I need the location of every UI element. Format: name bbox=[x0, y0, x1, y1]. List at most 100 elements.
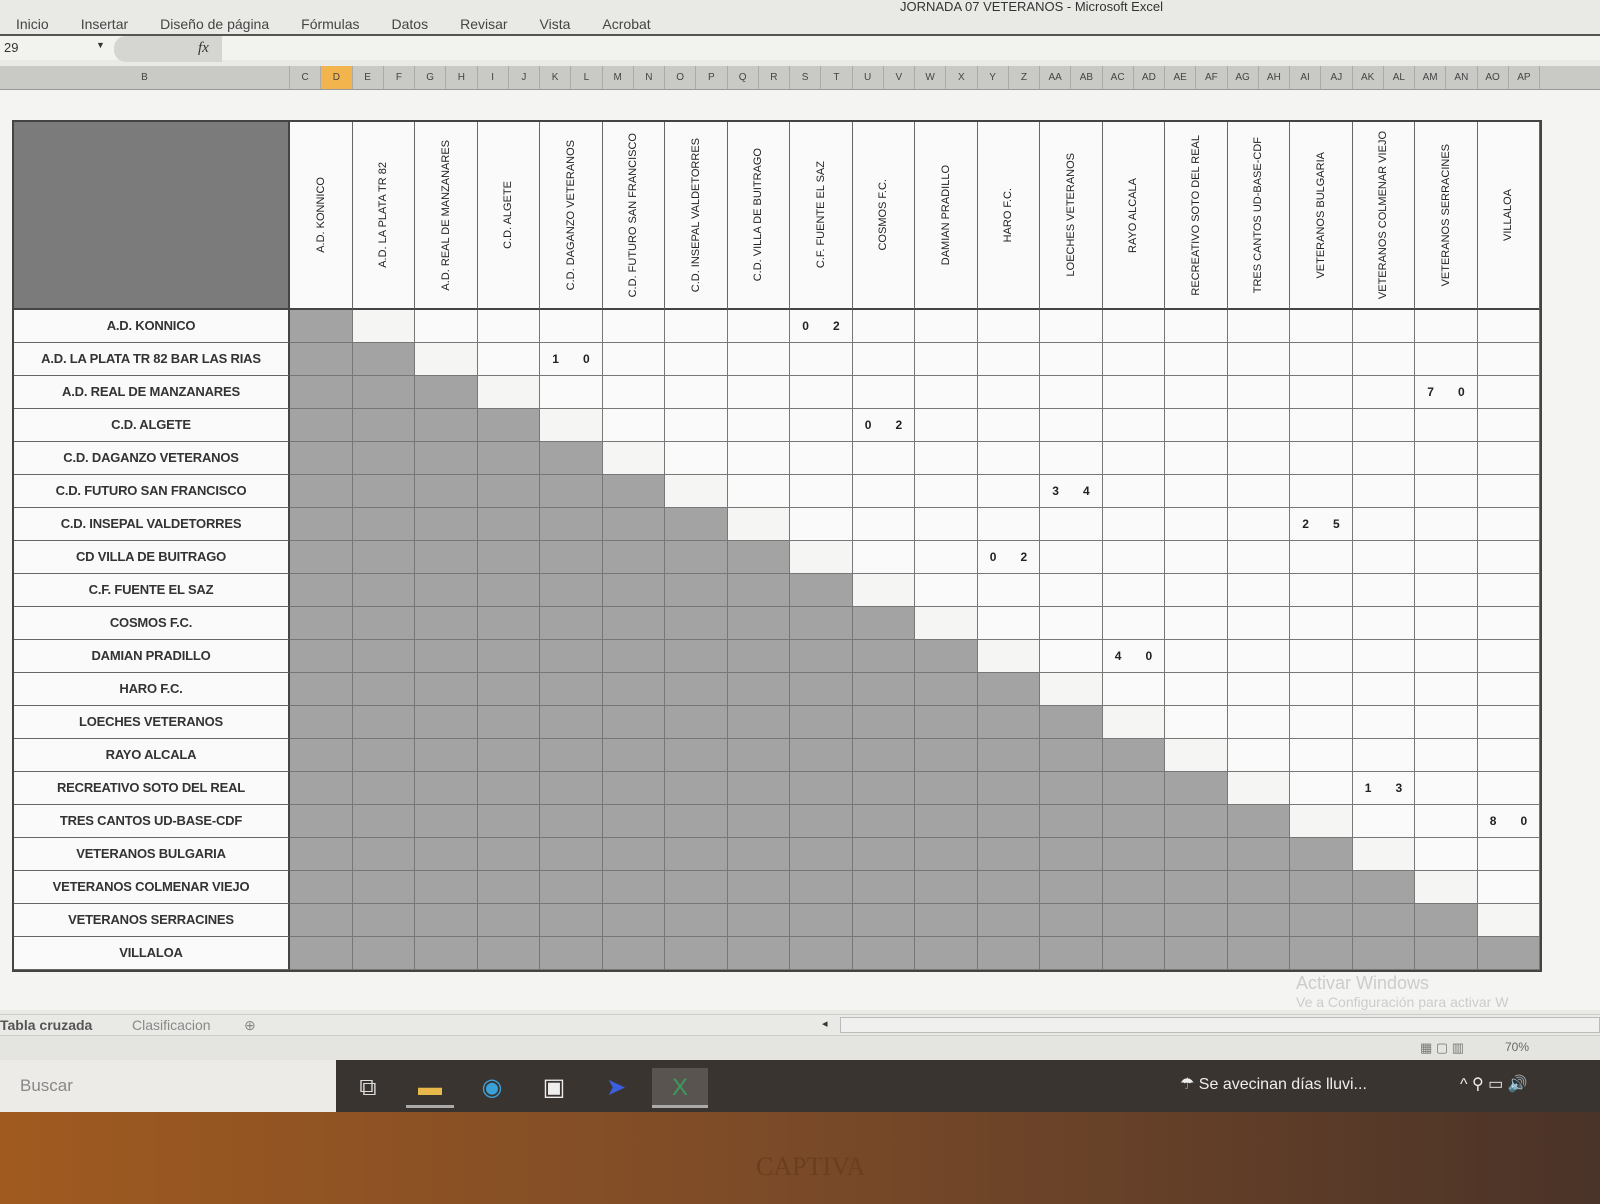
column-header-ap[interactable]: AP bbox=[1509, 66, 1540, 89]
cell[interactable] bbox=[1415, 640, 1447, 673]
cell[interactable] bbox=[446, 607, 478, 640]
cell[interactable] bbox=[1352, 508, 1384, 541]
cell[interactable] bbox=[508, 739, 540, 772]
cell[interactable] bbox=[1290, 904, 1322, 937]
cell[interactable] bbox=[321, 574, 353, 607]
cell[interactable] bbox=[1071, 640, 1103, 673]
cell[interactable] bbox=[352, 442, 384, 475]
team-column-header[interactable]: TRES CANTOS UD-BASE-CDF bbox=[1227, 122, 1290, 310]
cell[interactable] bbox=[883, 376, 915, 409]
cell[interactable] bbox=[415, 574, 447, 607]
cell[interactable] bbox=[477, 640, 509, 673]
cell[interactable] bbox=[1321, 640, 1353, 673]
cell[interactable] bbox=[915, 442, 947, 475]
cell[interactable] bbox=[1102, 310, 1134, 343]
horizontal-scrollbar[interactable] bbox=[840, 1017, 1600, 1033]
cell[interactable] bbox=[1227, 343, 1259, 376]
cell[interactable] bbox=[696, 904, 728, 937]
column-header-p[interactable]: P bbox=[696, 66, 728, 89]
cell[interactable] bbox=[571, 706, 603, 739]
cell[interactable] bbox=[415, 937, 447, 970]
cell[interactable] bbox=[1258, 376, 1290, 409]
cell[interactable] bbox=[696, 343, 728, 376]
cell[interactable] bbox=[1133, 838, 1165, 871]
cell[interactable] bbox=[383, 772, 415, 805]
cell[interactable] bbox=[1508, 541, 1540, 574]
cell[interactable] bbox=[665, 343, 697, 376]
away-score-cell[interactable]: 3 bbox=[1383, 772, 1415, 805]
cell[interactable] bbox=[415, 310, 447, 343]
cell[interactable] bbox=[915, 904, 947, 937]
cell[interactable] bbox=[1508, 607, 1540, 640]
cell[interactable] bbox=[1446, 805, 1478, 838]
cell[interactable] bbox=[1477, 640, 1509, 673]
cell[interactable] bbox=[1446, 541, 1478, 574]
cell[interactable] bbox=[1196, 376, 1228, 409]
cell[interactable] bbox=[1508, 376, 1540, 409]
zoom-level[interactable]: 70% bbox=[1505, 1040, 1530, 1054]
cell[interactable] bbox=[1165, 574, 1197, 607]
cell[interactable] bbox=[758, 640, 790, 673]
cell[interactable] bbox=[508, 376, 540, 409]
cell[interactable] bbox=[540, 871, 572, 904]
cell[interactable] bbox=[477, 475, 509, 508]
cell[interactable] bbox=[508, 475, 540, 508]
cell[interactable] bbox=[1415, 343, 1447, 376]
cell[interactable] bbox=[1290, 805, 1322, 838]
cell[interactable] bbox=[821, 871, 853, 904]
cell[interactable] bbox=[446, 343, 478, 376]
cell[interactable] bbox=[321, 442, 353, 475]
cell[interactable] bbox=[1415, 409, 1447, 442]
cell[interactable] bbox=[758, 508, 790, 541]
team-row-label[interactable]: DAMIAN PRADILLO bbox=[14, 640, 290, 673]
cell[interactable] bbox=[633, 937, 665, 970]
cell[interactable] bbox=[1383, 376, 1415, 409]
cell[interactable] bbox=[1008, 508, 1040, 541]
cell[interactable] bbox=[883, 475, 915, 508]
cell[interactable] bbox=[1102, 409, 1134, 442]
cell[interactable] bbox=[540, 706, 572, 739]
team-column-header[interactable]: DAMIAN PRADILLO bbox=[915, 122, 978, 310]
cell[interactable] bbox=[1383, 442, 1415, 475]
cell[interactable] bbox=[1133, 442, 1165, 475]
cell[interactable] bbox=[1227, 574, 1259, 607]
cell[interactable] bbox=[1102, 838, 1134, 871]
cell[interactable] bbox=[1102, 772, 1134, 805]
cell[interactable] bbox=[1071, 442, 1103, 475]
cell[interactable] bbox=[665, 871, 697, 904]
cell[interactable] bbox=[1196, 739, 1228, 772]
cell[interactable] bbox=[977, 310, 1009, 343]
cell[interactable] bbox=[915, 574, 947, 607]
cell[interactable] bbox=[1415, 706, 1447, 739]
cell[interactable] bbox=[321, 838, 353, 871]
team-row-label[interactable]: VILLALOA bbox=[14, 937, 290, 970]
tab-insertar[interactable]: Insertar bbox=[80, 16, 129, 32]
cell[interactable] bbox=[633, 838, 665, 871]
cell[interactable] bbox=[540, 508, 572, 541]
cell[interactable] bbox=[321, 640, 353, 673]
cell[interactable] bbox=[1071, 739, 1103, 772]
cell[interactable] bbox=[571, 805, 603, 838]
cell[interactable] bbox=[540, 574, 572, 607]
cell[interactable] bbox=[446, 310, 478, 343]
cell[interactable] bbox=[1102, 475, 1134, 508]
column-header-k[interactable]: K bbox=[540, 66, 572, 89]
cell[interactable] bbox=[1477, 838, 1509, 871]
cell[interactable] bbox=[540, 607, 572, 640]
cell[interactable] bbox=[883, 640, 915, 673]
cell[interactable] bbox=[415, 838, 447, 871]
cell[interactable] bbox=[321, 937, 353, 970]
cell[interactable] bbox=[602, 574, 634, 607]
cell[interactable] bbox=[758, 574, 790, 607]
cell[interactable] bbox=[665, 475, 697, 508]
cell[interactable] bbox=[977, 739, 1009, 772]
cell[interactable] bbox=[1290, 739, 1322, 772]
cell[interactable] bbox=[290, 574, 322, 607]
cell[interactable] bbox=[1008, 574, 1040, 607]
cell[interactable] bbox=[508, 574, 540, 607]
cell[interactable] bbox=[852, 607, 884, 640]
cell[interactable] bbox=[1446, 475, 1478, 508]
cell[interactable] bbox=[946, 508, 978, 541]
team-row-label[interactable]: A.D. REAL DE MANZANARES bbox=[14, 376, 290, 409]
cell[interactable] bbox=[1227, 937, 1259, 970]
